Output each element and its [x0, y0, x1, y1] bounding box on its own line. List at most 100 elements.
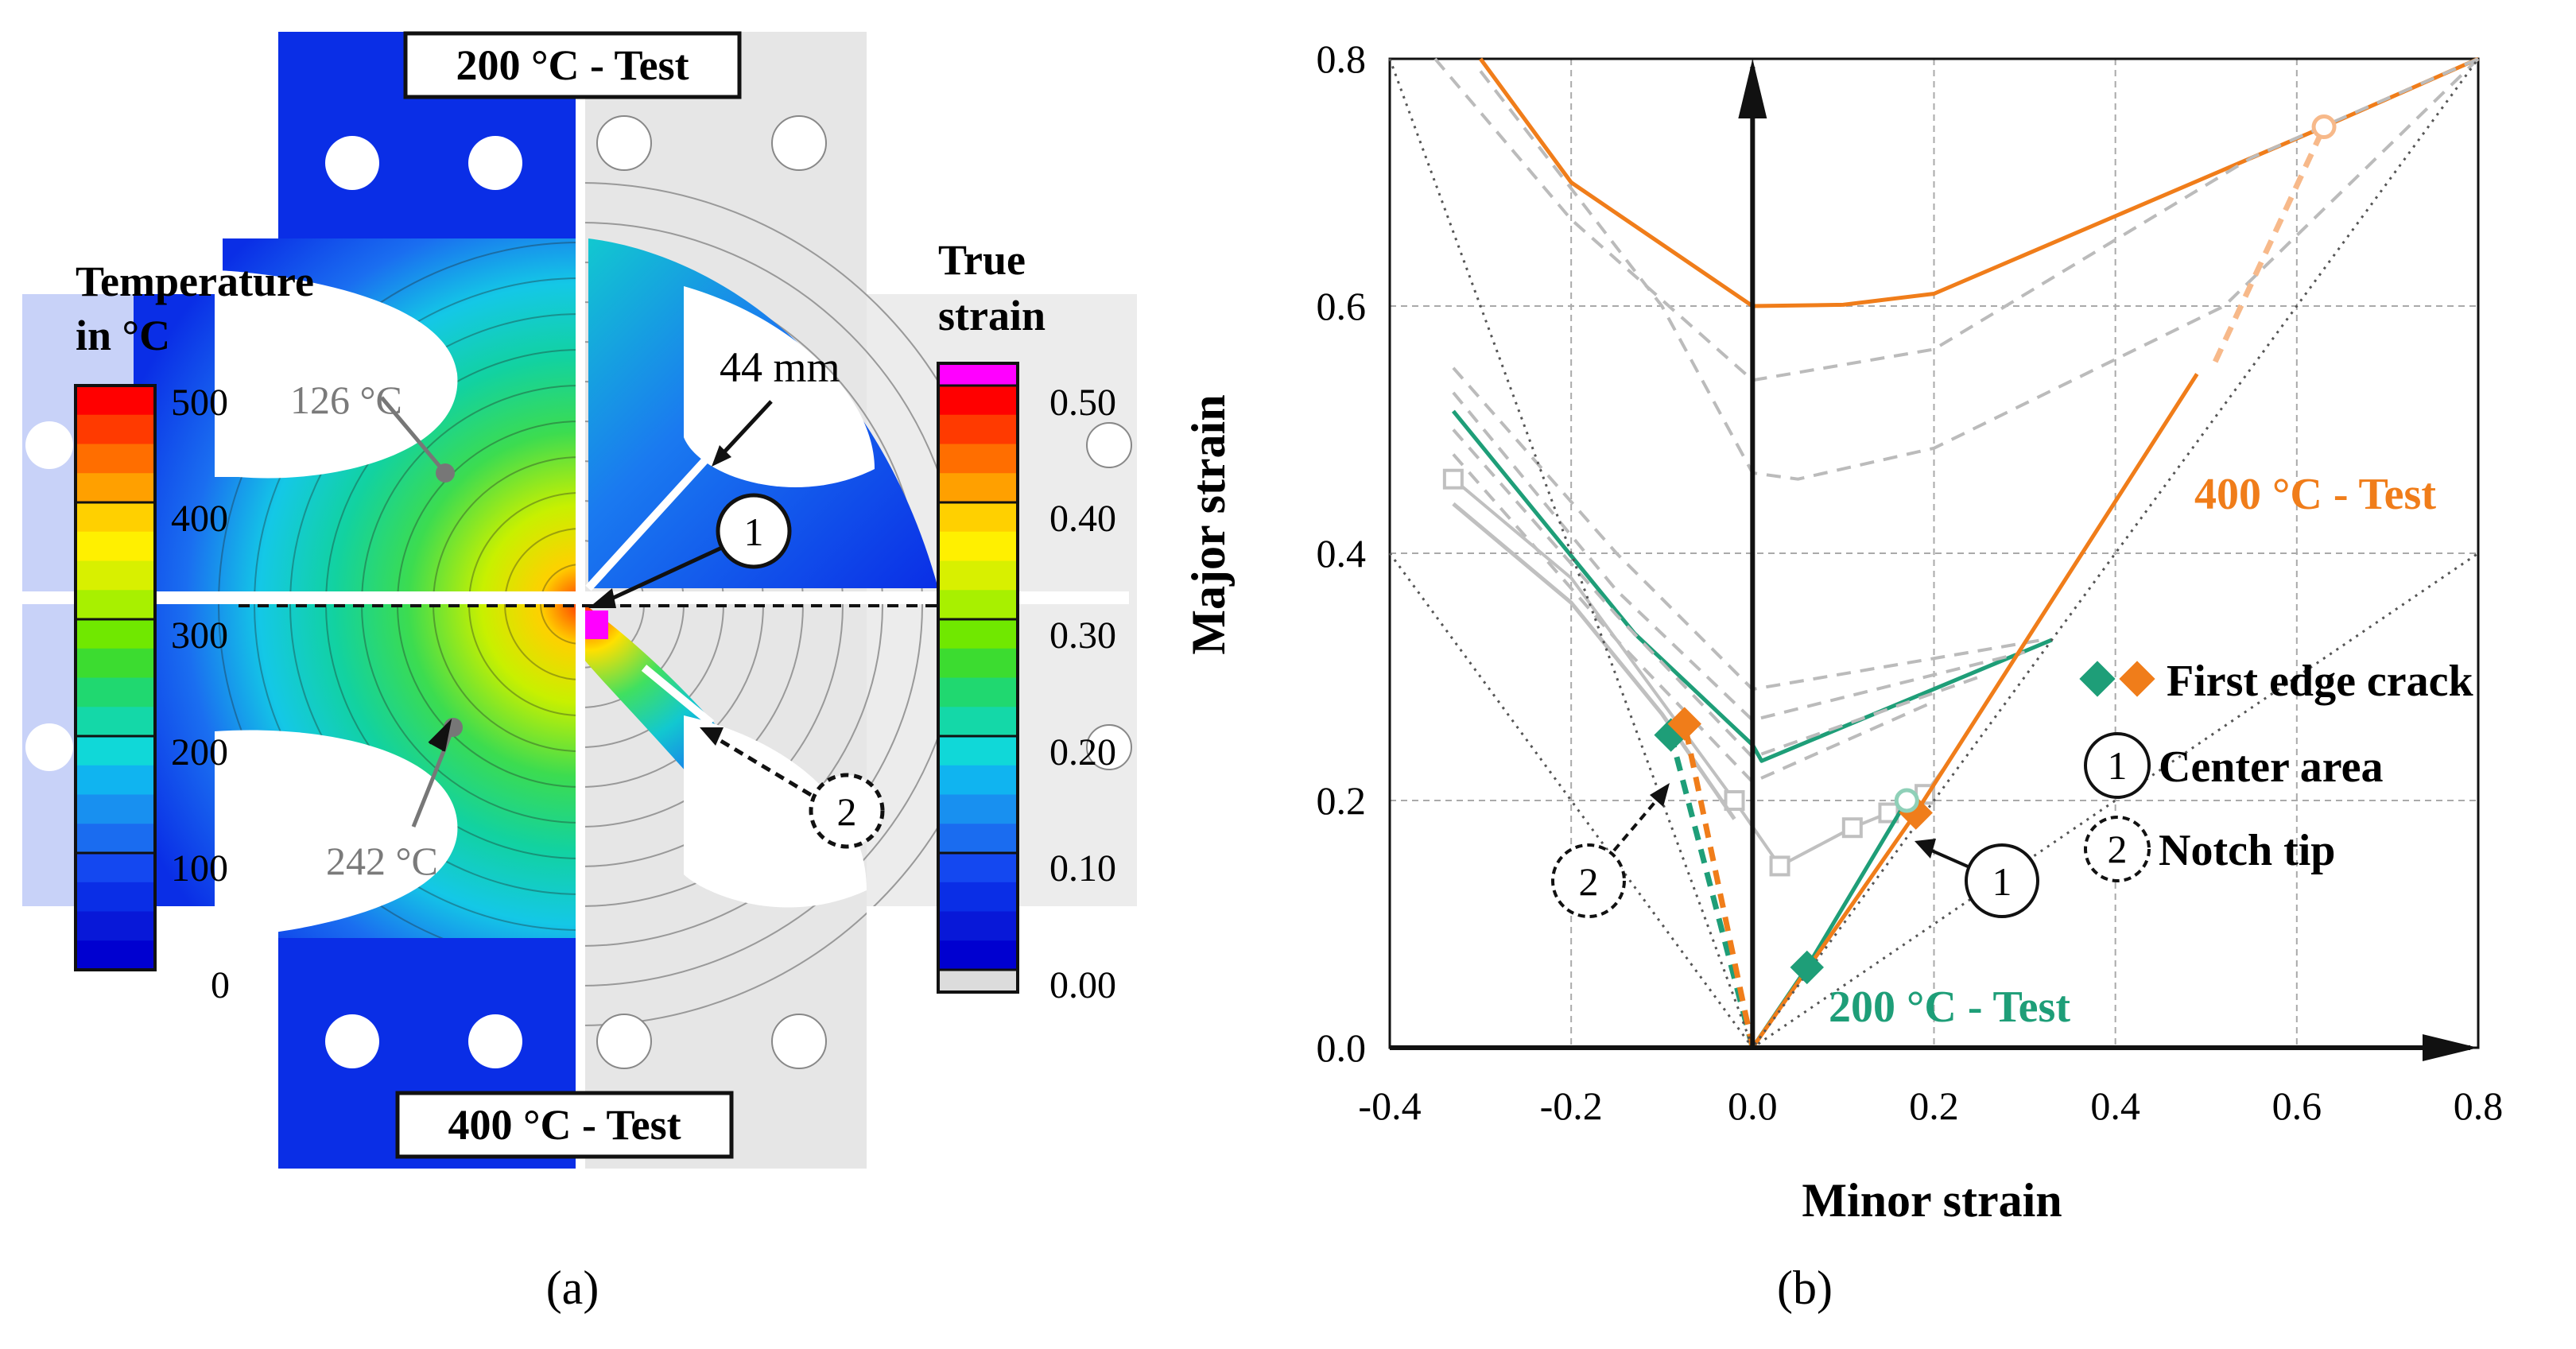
lower-path-line	[641, 665, 715, 727]
colorbar-segment	[938, 853, 1018, 883]
bottom-label-box	[395, 1091, 734, 1159]
colorbar-segment	[76, 853, 155, 883]
series-line-3	[1479, 57, 2480, 481]
colorbar-segment	[938, 677, 1018, 707]
chart-tick-labels: -0.4 -0.2 0.0 0.2 0.4 0.6 0.8 0.0 0.2 0.4 0.6 0.8	[1317, 37, 2504, 1128]
x-tick-label: 0.0	[1728, 1083, 1778, 1128]
colorbar-segment	[76, 502, 155, 533]
chart-marker-2-arrowhead	[1650, 783, 1670, 807]
caption-b: (b)	[1777, 1262, 1833, 1314]
temp-upper-dot	[436, 463, 455, 483]
legend-marker-1	[2084, 732, 2151, 799]
colorbar-segment	[938, 736, 1018, 766]
notch-upper-right	[684, 286, 875, 487]
series-line-9	[1452, 502, 1736, 820]
series-line-2	[1433, 57, 2479, 382]
strain-tick-000: 0.00	[1049, 964, 1116, 1006]
series-line-0	[1479, 56, 2480, 308]
temperature-ticks: 500 400 300 200 100 0	[171, 382, 230, 1006]
strain-tick-020: 0.20	[1049, 731, 1116, 773]
chart-marker-1-arrow	[1927, 847, 1969, 868]
temp-lower-arrow	[428, 718, 452, 752]
marker-1-arrowhead	[588, 588, 616, 608]
colorbar-segment	[76, 707, 155, 737]
colorbar-segment	[938, 765, 1018, 795]
temp-tick-500: 500	[171, 382, 228, 424]
open-circle-marker	[2311, 114, 2337, 140]
series-line-8	[1452, 478, 1945, 868]
colorbar-bottom-cap	[938, 970, 1018, 992]
series-line-5	[1452, 391, 2026, 722]
colorbar-segment	[938, 590, 1018, 620]
marker-2	[809, 773, 885, 849]
series-line-6	[1452, 428, 1980, 759]
panel-a-figure: 200 °C - Test 400 °C - Test Temperature …	[0, 0, 1137, 1345]
top-label: 200 °C - Test	[456, 41, 689, 89]
chart-marker-1-label: 1	[1992, 859, 2012, 904]
colorbar-frame	[74, 384, 157, 971]
colorbar-segment	[76, 531, 155, 561]
panel-a: 200 °C - Test 400 °C - Test Temperature …	[0, 0, 1272, 1345]
colorbar-segment	[76, 473, 155, 503]
forming-limit-chart: -0.4 -0.2 0.0 0.2 0.4 0.6 0.8 0.0 0.2 0.4 0.6 0.8 M…	[1182, 37, 2504, 1314]
colorbar-segment	[938, 473, 1018, 503]
chart-legend: First edge crack 1 Center area 2 Notch t…	[2079, 657, 2473, 882]
series-line-7	[1452, 453, 1935, 784]
x-axis-label: Minor strain	[1802, 1174, 2062, 1227]
strain-legend-title: True	[938, 236, 1026, 284]
temp-tick-400: 400	[171, 498, 228, 540]
distance-arrowhead	[712, 445, 731, 467]
colorbar-segment	[76, 911, 155, 941]
temp-tick-100: 100	[171, 847, 228, 890]
marker-2-arrowhead	[700, 727, 724, 746]
colorbar-top-cap	[938, 363, 1018, 386]
x-axis-arrowhead	[2423, 1034, 2478, 1061]
legend-marker-2	[2084, 816, 2151, 882]
colorbar-segment	[938, 444, 1018, 474]
distance-arrow	[718, 400, 773, 459]
colorbar-segment	[76, 590, 155, 620]
strain-hotspot	[584, 611, 608, 639]
panel-b: -0.4 -0.2 0.0 0.2 0.4 0.6 0.8 0.0 0.2 0.4 0.6 0.8 M…	[1161, 0, 2576, 1345]
series-square-marker	[1841, 817, 1863, 839]
temp-tick-300: 300	[171, 614, 228, 657]
marker-1	[716, 493, 792, 569]
colorbar-segment	[938, 560, 1018, 591]
series-line-15	[1388, 58, 2480, 1049]
y-tick-label: 0.4	[1317, 531, 1367, 576]
temp-upper-leader	[380, 396, 447, 475]
temp-tick-200: 200	[171, 731, 228, 773]
marker-1-label: 1	[744, 510, 764, 554]
colorbar-segment	[76, 677, 155, 707]
temperature-legend-unit: in °C	[76, 312, 170, 359]
series-line-4	[1452, 366, 2043, 692]
y-tick-label: 0.2	[1317, 778, 1367, 823]
x-tick-label: 0.2	[1909, 1083, 1959, 1128]
series-square-marker	[1442, 468, 1464, 490]
notch-lower-right	[684, 715, 867, 908]
temp-tick-0: 0	[211, 964, 230, 1006]
colorbar-segment	[76, 444, 155, 474]
x-tick-label: 0.6	[2272, 1083, 2322, 1128]
caption-a: (a)	[546, 1262, 599, 1314]
x-tick-label: 0.4	[2090, 1083, 2140, 1128]
open-circle-marker	[1894, 788, 1919, 813]
colorbar-frame	[937, 362, 1019, 994]
chart-marker-2-label: 2	[1579, 859, 1599, 904]
x-tick-label: -0.2	[1540, 1083, 1603, 1128]
legend-center: Center area	[2159, 742, 2384, 792]
colorbar-segment	[938, 882, 1018, 912]
strain-tick-040: 0.40	[1049, 498, 1116, 540]
colorbar-segment	[76, 560, 155, 591]
specimen-holes-left	[25, 136, 522, 1068]
strain-colorbar	[937, 362, 1019, 994]
series-line-14	[1682, 723, 1755, 1049]
x-tick-label: -0.4	[1358, 1083, 1421, 1128]
bottom-label: 400 °C - Test	[448, 1101, 681, 1149]
top-label-box	[403, 31, 742, 99]
upper-path-line	[585, 450, 715, 591]
y-axis-label: Major strain	[1182, 394, 1235, 654]
legend-first-edge: First edge crack	[2167, 657, 2473, 706]
colorbar-segment	[938, 619, 1018, 649]
marker-2-label: 2	[837, 789, 857, 834]
